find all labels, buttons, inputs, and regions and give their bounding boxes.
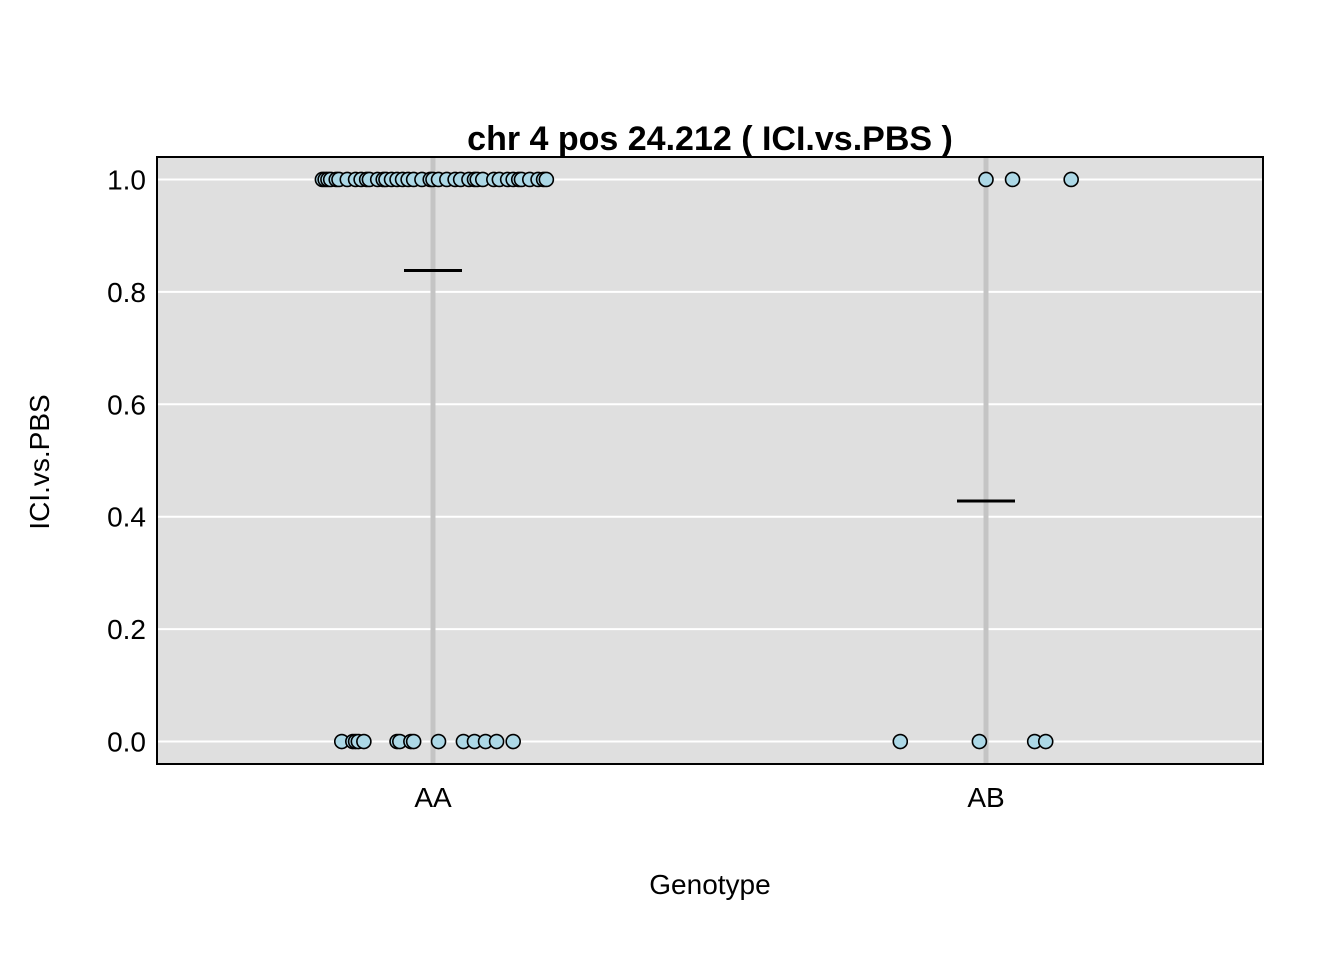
y-tick-label: 0.8	[107, 277, 146, 308]
data-point	[1037, 733, 1054, 750]
data-point	[1063, 171, 1079, 188]
y-tick-label: 0.2	[107, 614, 146, 645]
mean-markers	[404, 269, 1015, 503]
data-point	[405, 733, 422, 750]
data-point	[892, 733, 909, 750]
x-axis-ticks: AA AB	[414, 782, 1004, 813]
plot-frame	[156, 156, 1264, 765]
data-point	[978, 171, 994, 188]
data-point	[1004, 171, 1021, 188]
data-point	[538, 171, 555, 188]
data-point	[971, 733, 988, 750]
y-axis-label: ICI.vs.PBS	[24, 394, 55, 529]
category-lines	[430, 157, 989, 764]
y-tick-label: 0.6	[107, 389, 146, 420]
y-tick-label: 0.4	[107, 502, 146, 533]
y-tick-label: 1.0	[107, 164, 146, 195]
x-axis-label: Genotype	[649, 869, 770, 900]
plot-panel	[157, 157, 1263, 764]
y-tick-label: 0.0	[107, 727, 146, 758]
x-tick-label: AA	[414, 782, 452, 813]
data-points	[314, 171, 1079, 750]
data-point	[356, 733, 372, 750]
x-tick-label: AB	[967, 782, 1004, 813]
data-point	[430, 733, 447, 750]
y-axis-ticks: 0.0 0.2 0.4 0.6 0.8 1.0	[107, 164, 146, 757]
data-point	[488, 733, 505, 750]
chart-title: chr 4 pos 24.212 ( ICI.vs.PBS )	[467, 120, 953, 158]
data-point	[505, 733, 521, 750]
